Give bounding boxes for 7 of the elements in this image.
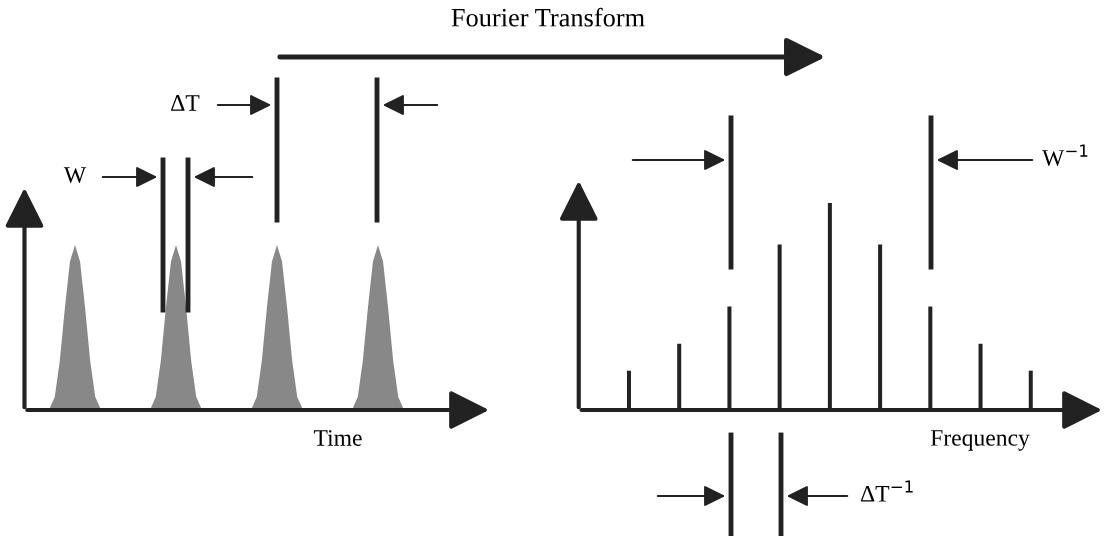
text: ΔT$^{−1}$ — [860, 480, 913, 502]
text: Fourier Transform — [451, 7, 645, 27]
text: ΔT — [171, 95, 200, 111]
text: W — [63, 167, 87, 184]
x-axis-title: Frequency — [930, 430, 1030, 451]
text: W$^{−1}$ — [1042, 144, 1088, 167]
x-axis-title: Time — [313, 430, 362, 446]
